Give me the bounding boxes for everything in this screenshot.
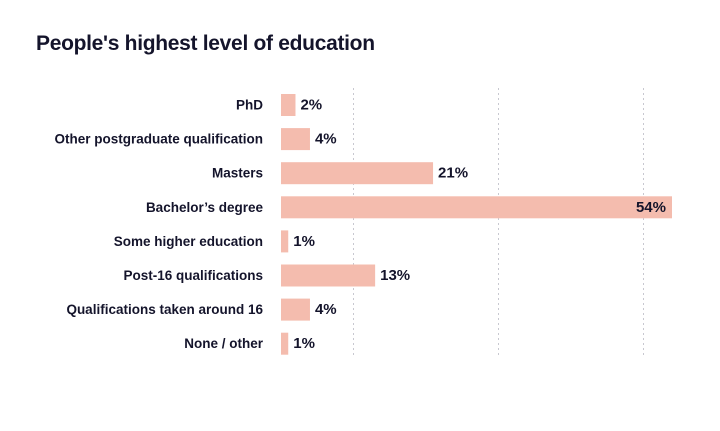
value-label-1: 4% [315, 131, 337, 148]
bar-6 [281, 298, 310, 321]
category-labels: PhD Other postgraduate qualification Maste… [54, 98, 263, 352]
category-label-3: Bachelor’s degree [146, 200, 264, 215]
chart-title: People's highest level of education [36, 32, 375, 55]
bar-4 [281, 230, 289, 253]
value-label-7: 1% [293, 335, 315, 352]
gridlines [353, 88, 644, 356]
bar-1 [281, 128, 310, 151]
bar-2 [281, 162, 434, 185]
bar-3 [281, 196, 672, 219]
bar-7 [281, 332, 289, 355]
value-label-0: 2% [300, 97, 322, 114]
value-label-4: 1% [293, 233, 315, 250]
value-label-5: 13% [380, 267, 410, 284]
value-labels: 2%4%21%54%1%13%4%1% [293, 97, 666, 353]
bar-5 [281, 264, 376, 287]
category-label-6: Qualifications taken around 16 [66, 302, 263, 317]
category-label-7: None / other [184, 336, 263, 351]
category-label-4: Some higher education [114, 234, 263, 249]
category-label-5: Post-16 qualifications [123, 268, 263, 283]
category-label-2: Masters [212, 166, 263, 181]
category-label-0: PhD [236, 98, 263, 113]
value-label-2: 21% [438, 165, 468, 182]
value-label-3: 54% [636, 199, 666, 216]
category-label-1: Other postgraduate qualification [54, 132, 263, 147]
bars [281, 94, 672, 355]
value-label-6: 4% [315, 301, 337, 318]
bar-0 [281, 94, 296, 116]
